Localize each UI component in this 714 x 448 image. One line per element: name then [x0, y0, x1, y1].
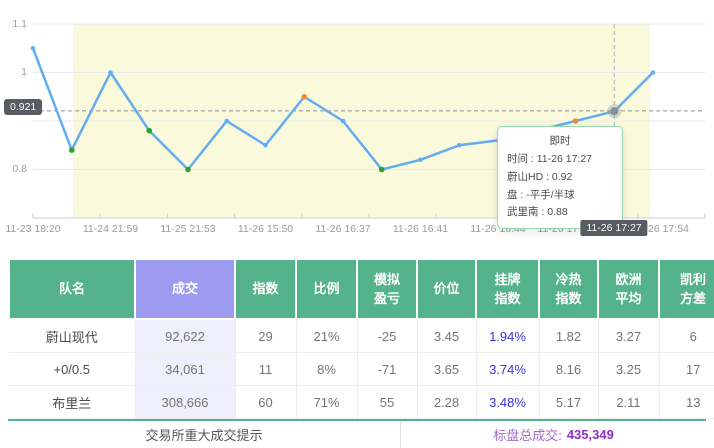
y-axis-label: 1: [21, 66, 27, 78]
data-cell: 8%: [295, 352, 358, 386]
y-axis-label: 0.8: [12, 163, 27, 175]
column-header-4[interactable]: 比例: [295, 258, 358, 320]
fall-point: [378, 166, 385, 173]
column-header-5[interactable]: 模拟 盈亏: [356, 258, 418, 320]
x-axis-label: 11-26 15:50: [237, 223, 294, 235]
data-cell: 29: [234, 318, 297, 353]
listed-index-link[interactable]: 3.48%: [475, 385, 540, 419]
chart-tooltip: 即时 时间 : 11-26 17:27 蔚山HD : 0.92 盘 : -平手/…: [497, 126, 623, 230]
team-name-cell: +0/0.5: [9, 352, 136, 386]
data-cell: 60: [234, 385, 297, 419]
data-cell: 2.28: [416, 385, 477, 419]
data-point: [224, 118, 230, 124]
data-cell: 6: [658, 318, 714, 353]
table-header-row: 队名 成交 指数 比例 模拟 盈亏 价位 挂牌 指数 冷热 指数 欧洲 平均 凯利 方差: [8, 258, 714, 320]
table-row: 布里兰 308,666 60 71% 55 2.28 3.48% 5.17 2.11 13: [9, 385, 714, 419]
tooltip-title: 即时: [549, 135, 571, 147]
listed-index-link[interactable]: 3.74%: [475, 352, 540, 386]
data-cell: 3.65: [416, 352, 477, 386]
data-cell: 308,666: [134, 385, 236, 419]
data-point: [456, 142, 462, 148]
data-cell: 5.17: [538, 385, 599, 419]
data-point: [340, 118, 346, 124]
data-point: [418, 157, 423, 163]
fall-point: [68, 147, 75, 153]
odds-table-panel: 队名 成交 指数 比例 模拟 盈亏 价位 挂牌 指数 冷热 指数 欧洲 平均 凯利 方差 蔚山现代…: [8, 258, 714, 448]
data-point: [650, 70, 656, 75]
total-volume: 标盘总成交: 435,349: [401, 421, 706, 448]
table-row: 蔚山现代 92,622 29 21% -25 3.45 1.94% 1.82 3.27 6: [9, 318, 714, 353]
data-cell: -25: [356, 318, 418, 353]
data-cell: 55: [356, 385, 418, 419]
tooltip-handicap: 盘 : -平手/半球: [507, 188, 575, 201]
current-time-badge: 11-26 17:27: [580, 220, 648, 236]
data-point: [30, 45, 36, 51]
data-cell: 34,061: [134, 352, 236, 386]
fall-point: [146, 127, 153, 134]
data-cell: -71: [356, 352, 418, 386]
data-cell: 92,622: [134, 318, 236, 353]
x-axis-label: 11-23 18:20: [5, 223, 61, 235]
column-header-10[interactable]: 凯利 方差: [658, 258, 714, 320]
rise-point: [301, 93, 308, 100]
data-cell: 17: [658, 352, 714, 386]
listed-index-link[interactable]: 1.94%: [475, 318, 540, 353]
data-cell: 11: [234, 352, 297, 386]
odds-trend-chart: 1.1 1 0.8 0.921 11-26 17:27 11-23 18:20 1…: [0, 0, 714, 252]
x-axis-label: 11-24 21:59: [82, 223, 139, 235]
fall-point: [185, 166, 191, 173]
tooltip-home-odds: 蔚山HD : 0.92: [507, 170, 573, 183]
column-header-9[interactable]: 欧洲 平均: [597, 258, 660, 320]
data-point: [263, 142, 268, 148]
tooltip-time: 时间 : 11-26 17:27: [507, 152, 593, 165]
x-axis-label: 11-26 16:41: [392, 223, 449, 235]
column-header-7[interactable]: 挂牌 指数: [475, 258, 540, 320]
column-header-2[interactable]: 成交: [134, 258, 236, 320]
data-cell: 8.16: [538, 352, 599, 386]
data-cell: 3.27: [597, 318, 660, 353]
team-name-cell: 布里兰: [9, 385, 136, 419]
current-point: [610, 107, 619, 116]
team-name-cell: 蔚山现代: [9, 318, 136, 353]
data-cell: 2.11: [597, 385, 660, 419]
x-axis-label: 11-26 16:37: [315, 223, 371, 235]
table-row: +0/0.5 34,061 11 8% -71 3.65 3.74% 8.16 3.25 17: [9, 352, 714, 386]
column-header-8[interactable]: 冷热 指数: [538, 258, 599, 320]
chart-canvas[interactable]: [0, 0, 714, 252]
tooltip-away-odds: 武里南 : 0.88: [507, 206, 568, 219]
odds-table: 队名 成交 指数 比例 模拟 盈亏 价位 挂牌 指数 冷热 指数 欧洲 平均 凯利 方差 蔚山现代…: [8, 258, 714, 419]
column-header-6[interactable]: 价位: [416, 258, 477, 320]
current-value-badge: 0.921: [4, 99, 43, 115]
data-point: [108, 70, 113, 75]
total-volume-value: 435,349: [566, 427, 614, 442]
column-header-3[interactable]: 指数: [234, 258, 297, 320]
x-axis-label: 26 17:54: [648, 223, 689, 235]
column-header-1[interactable]: 队名: [8, 258, 136, 320]
data-cell: 1.82: [538, 318, 599, 353]
exchange-alert-text: 交易所重大成交提示: [8, 421, 401, 448]
data-cell: 13: [658, 385, 714, 419]
rise-point: [572, 118, 579, 124]
y-axis-label: 1.1: [12, 18, 27, 30]
total-volume-label: 标盘总成交:: [493, 428, 562, 443]
x-axis-label: 11-25 21:53: [160, 223, 216, 235]
data-cell: 21%: [295, 318, 358, 353]
data-cell: 71%: [295, 385, 358, 419]
data-cell: 3.45: [416, 318, 477, 353]
table-footer: 交易所重大成交提示 标盘总成交: 435,349: [8, 419, 706, 448]
data-cell: 3.25: [597, 352, 660, 386]
